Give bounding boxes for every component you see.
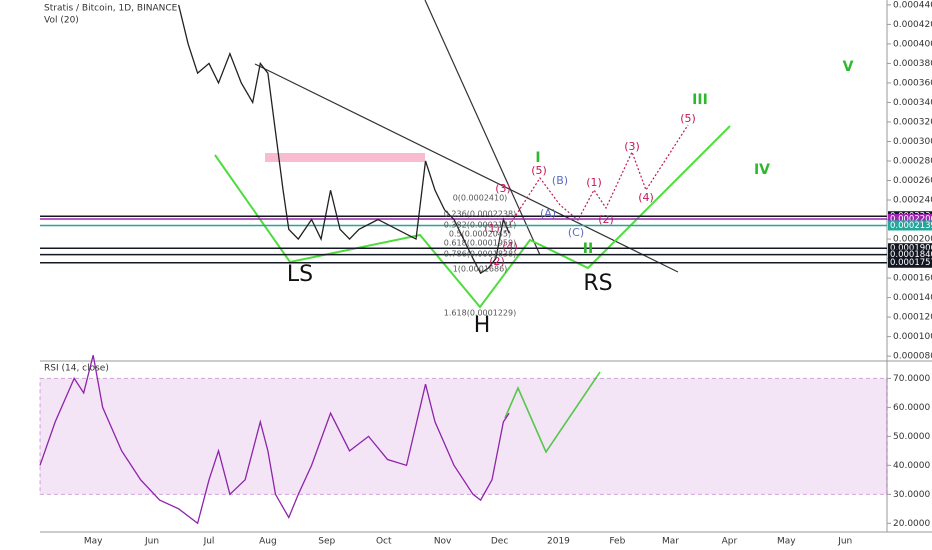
y-tick-label: 0.0001400: [893, 293, 932, 303]
trendline: [424, 0, 541, 256]
annotation: (2): [489, 255, 505, 268]
y-tick-label: 0.0001600: [893, 274, 932, 284]
y-tick-label: 0.0002000: [893, 235, 932, 245]
annotation: 1.618(0.0001229): [444, 309, 516, 318]
y-tick-label: 0.0002600: [893, 176, 932, 186]
y-tick-label: 30.0000: [893, 490, 930, 500]
annotation: IV: [754, 162, 770, 178]
y-tick-label: 0.0001200: [893, 313, 932, 323]
series-line: [39, 355, 510, 525]
annotation: 0.618(0.0001959): [444, 239, 516, 248]
y-tick-label: 50.0000: [893, 432, 930, 442]
rsi-projection: [504, 371, 601, 454]
annotation: I: [535, 150, 540, 166]
chart-title: Stratis / Bitcoin, 1D, BINANCE: [44, 4, 178, 14]
annotation: V: [843, 59, 854, 75]
y-tick-label: 0.0004200: [893, 20, 932, 30]
annotation: (4): [638, 191, 654, 204]
x-tick-label: Sep: [318, 537, 335, 547]
x-tick-label: 2019: [547, 537, 570, 547]
x-tick-label: Mar: [662, 537, 679, 547]
price-tag-label: 0.0001840: [890, 250, 932, 260]
price-tag: [888, 243, 932, 254]
annotation: 1(0.0001686): [453, 265, 508, 274]
y-tick-label: 20.0000: [893, 519, 930, 529]
annotation: (5): [531, 164, 547, 177]
annotation: (3): [624, 140, 640, 153]
rsi-title: RSI (14, close): [44, 364, 109, 374]
x-tick-label: Apr: [722, 537, 738, 547]
y-tick-label: 0.0000800: [893, 352, 932, 362]
subtitle: Vol (20): [44, 16, 79, 26]
x-tick-label: Dec: [491, 537, 508, 547]
annotation: 0.5(0.0002045): [449, 230, 511, 239]
y-tick-label: 0.0001000: [893, 332, 932, 342]
y-tick-label: 0.0004400: [893, 0, 932, 10]
annotation: 0.382(0.0002131): [444, 221, 516, 230]
x-tick-label: Feb: [609, 537, 625, 547]
annotation: III: [692, 92, 708, 108]
annotation: (1): [586, 176, 602, 189]
y-tick-label: 0.0003800: [893, 59, 932, 69]
price-tag-label: 0.0002139: [890, 221, 932, 231]
price-tag: [888, 220, 932, 231]
annotation: II: [583, 241, 593, 257]
annotation: (4): [502, 240, 518, 253]
wave-path: [504, 124, 689, 233]
price-tag: [888, 257, 932, 268]
y-tick-label: 0.0003400: [893, 98, 932, 108]
y-tick-label: 0.0004000: [893, 39, 932, 49]
annotation: (2): [598, 213, 614, 226]
x-tick-label: Nov: [434, 537, 452, 547]
annotation: H: [474, 313, 491, 338]
y-tick-label: 0.0002400: [893, 196, 932, 206]
annotation: (B): [552, 174, 568, 187]
y-tick-label: 0.0003600: [893, 78, 932, 88]
y-tick-label: 0.0002800: [893, 156, 932, 166]
resistance-zone: [265, 153, 425, 162]
x-tick-label: May: [777, 537, 796, 547]
y-tick-label: 40.0000: [893, 461, 930, 471]
annotation: (C): [568, 226, 584, 239]
price-tag: [888, 249, 932, 260]
annotation: (5): [680, 112, 696, 125]
y-tick-label: 0.0003000: [893, 137, 932, 147]
y-tick-label: 70.0000: [893, 374, 930, 384]
x-tick-label: Jun: [144, 537, 159, 547]
annotation: (1): [484, 222, 500, 235]
annotation: RS: [583, 271, 612, 296]
x-tick-label: Oct: [376, 537, 392, 547]
x-tick-label: May: [84, 537, 103, 547]
annotation: (3): [495, 182, 511, 195]
y-tick-label: 60.0000: [893, 403, 930, 413]
price-tag-label: 0.0002206: [890, 214, 932, 224]
annotation: (A): [540, 207, 556, 220]
x-tick-label: Jul: [203, 537, 215, 547]
annotation: 0.236(0.0002238): [444, 210, 516, 219]
annotation: 0.786(0.0001838): [444, 250, 516, 259]
series-line: [178, 4, 510, 275]
price-tag: [888, 213, 932, 224]
trendline: [254, 63, 679, 273]
price-tag-label: 0.0001757: [890, 258, 932, 268]
price-tag-label: 0.0001906: [890, 244, 932, 254]
y-tick-label: 0.0003200: [893, 117, 932, 127]
annotation: LS: [287, 262, 313, 287]
x-tick-label: Jun: [837, 537, 852, 547]
rsi-band: [39, 377, 888, 495]
annotation: 0(0.0002410): [453, 194, 508, 203]
x-tick-label: Aug: [259, 537, 277, 547]
